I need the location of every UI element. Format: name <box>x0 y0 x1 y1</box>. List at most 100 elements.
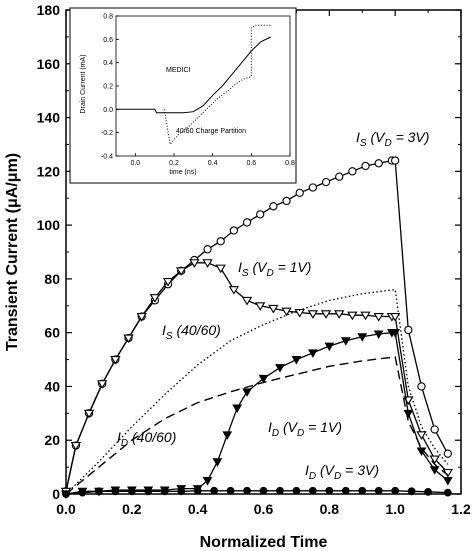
inset-y-tick-label: 0.6 <box>103 37 113 44</box>
y-tick-label: 180 <box>37 2 61 18</box>
data-point <box>417 382 426 391</box>
series-2 <box>65 288 449 495</box>
y-tick-label: 120 <box>37 163 61 179</box>
data-point <box>95 487 103 496</box>
inset-y-tick-label: -0.2 <box>101 130 113 137</box>
data-point <box>123 334 134 344</box>
data-point <box>226 486 235 495</box>
data-point <box>269 202 278 211</box>
data-point <box>390 329 401 338</box>
data-point <box>193 486 202 495</box>
data-point <box>341 486 350 495</box>
data-point <box>160 487 169 496</box>
data-point <box>78 488 87 497</box>
data-point <box>242 388 252 397</box>
data-point <box>443 488 452 497</box>
y-tick-label: 20 <box>44 432 60 448</box>
data-point <box>404 325 413 335</box>
data-point <box>215 264 226 274</box>
data-point <box>111 487 120 496</box>
inset-annotations: MEDICI 40/60 Charge Partition <box>166 67 246 135</box>
data-point <box>259 486 268 495</box>
inset-x-tick-label: 0.0 <box>130 160 140 167</box>
y-tick-label: 160 <box>37 56 61 72</box>
x-tick-label: 1.2 <box>451 501 471 517</box>
data-point <box>242 218 252 227</box>
series-1 <box>60 259 454 497</box>
data-point <box>243 486 251 495</box>
inset-y-tick-label: 0.0 <box>103 107 113 114</box>
y-tick-label: 100 <box>37 217 61 233</box>
inset-axes: 0.0 0.2 0.4 0.6 0.8 -0.4 -0.2 0.0 0.2 0.4 0.6 0.8 <box>101 14 295 168</box>
data-point <box>189 259 200 268</box>
inset-annotation-label: MEDICI <box>166 67 191 74</box>
data-point <box>295 188 304 197</box>
data-point <box>70 442 82 451</box>
main-plot: 0.0 0.2 0.4 0.6 0.8 1.0 1.2 0 20 40 60 80 100 120 140 1… <box>4 2 471 551</box>
data-point <box>203 245 212 254</box>
data-point <box>361 161 370 171</box>
x-axis-title: Normalized Time <box>200 534 328 551</box>
inset-y-axis-title: Drain Current (mA) <box>80 54 87 113</box>
data-point <box>268 304 279 314</box>
main-series-group <box>60 156 454 500</box>
data-point <box>374 486 383 495</box>
data-point <box>424 487 432 496</box>
inset-y-tick-label: 0.8 <box>103 14 113 21</box>
y-tick-label: 80 <box>44 271 60 287</box>
annotation-label: ID (VD = 3V) <box>305 462 379 482</box>
data-point <box>416 431 427 440</box>
data-point <box>373 312 384 322</box>
annotation-label: IS (40/60) <box>162 322 221 342</box>
data-point <box>357 333 368 342</box>
data-point <box>391 486 400 495</box>
series-line <box>65 356 449 495</box>
data-point <box>232 404 243 413</box>
series-line <box>65 262 449 492</box>
data-point <box>202 259 213 268</box>
data-point <box>416 447 427 456</box>
data-point <box>62 490 70 498</box>
data-point <box>391 156 400 165</box>
series-line <box>65 288 449 495</box>
data-point <box>291 356 302 365</box>
inset-x-tick-label: 0.6 <box>246 160 256 167</box>
series-3 <box>65 356 449 495</box>
inset-y-tick-label: 0.2 <box>103 84 113 91</box>
x-tick-label: 1.0 <box>385 501 405 517</box>
data-point <box>358 486 367 495</box>
inset-y-tick-label: -0.4 <box>101 154 113 161</box>
data-point <box>241 296 253 306</box>
data-point <box>430 425 439 434</box>
data-point <box>258 374 269 384</box>
data-point <box>429 455 440 465</box>
main-annotations: IS (VD = 3V) IS (VD = 1V) IS (40/60) ID (40… <box>117 129 429 482</box>
data-point <box>281 307 292 317</box>
data-point <box>110 356 121 365</box>
data-point <box>335 172 344 181</box>
data-point <box>212 458 223 467</box>
y-tick-label: 40 <box>44 378 60 394</box>
x-tick-label: 0.0 <box>56 501 76 517</box>
data-point <box>83 409 95 419</box>
inset-x-tick-label: 0.4 <box>208 160 218 167</box>
data-point <box>389 312 401 322</box>
data-point <box>308 183 318 192</box>
data-point <box>210 486 219 495</box>
annotation-label: ID (40/60) <box>117 429 176 449</box>
data-point <box>373 330 384 340</box>
inset-x-tick-label: 0.8 <box>285 160 295 167</box>
x-tick-label: 0.8 <box>320 501 340 517</box>
data-point <box>308 349 318 358</box>
inset-series-line-0 <box>116 36 271 114</box>
data-point <box>429 466 440 475</box>
inset-x-axis-title: time (ns) <box>169 169 196 176</box>
y-tick-label: 140 <box>37 110 61 126</box>
data-point <box>308 486 317 495</box>
series-5 <box>62 486 452 498</box>
data-point <box>324 342 335 352</box>
inset-plot: 0.0 0.2 0.4 0.6 0.8 -0.4 -0.2 0.0 0.2 0.4 0.6 0.8 M… <box>69 7 297 184</box>
x-tick-label: 0.4 <box>188 501 208 517</box>
inset-y-tick-label: 0.4 <box>103 60 113 67</box>
